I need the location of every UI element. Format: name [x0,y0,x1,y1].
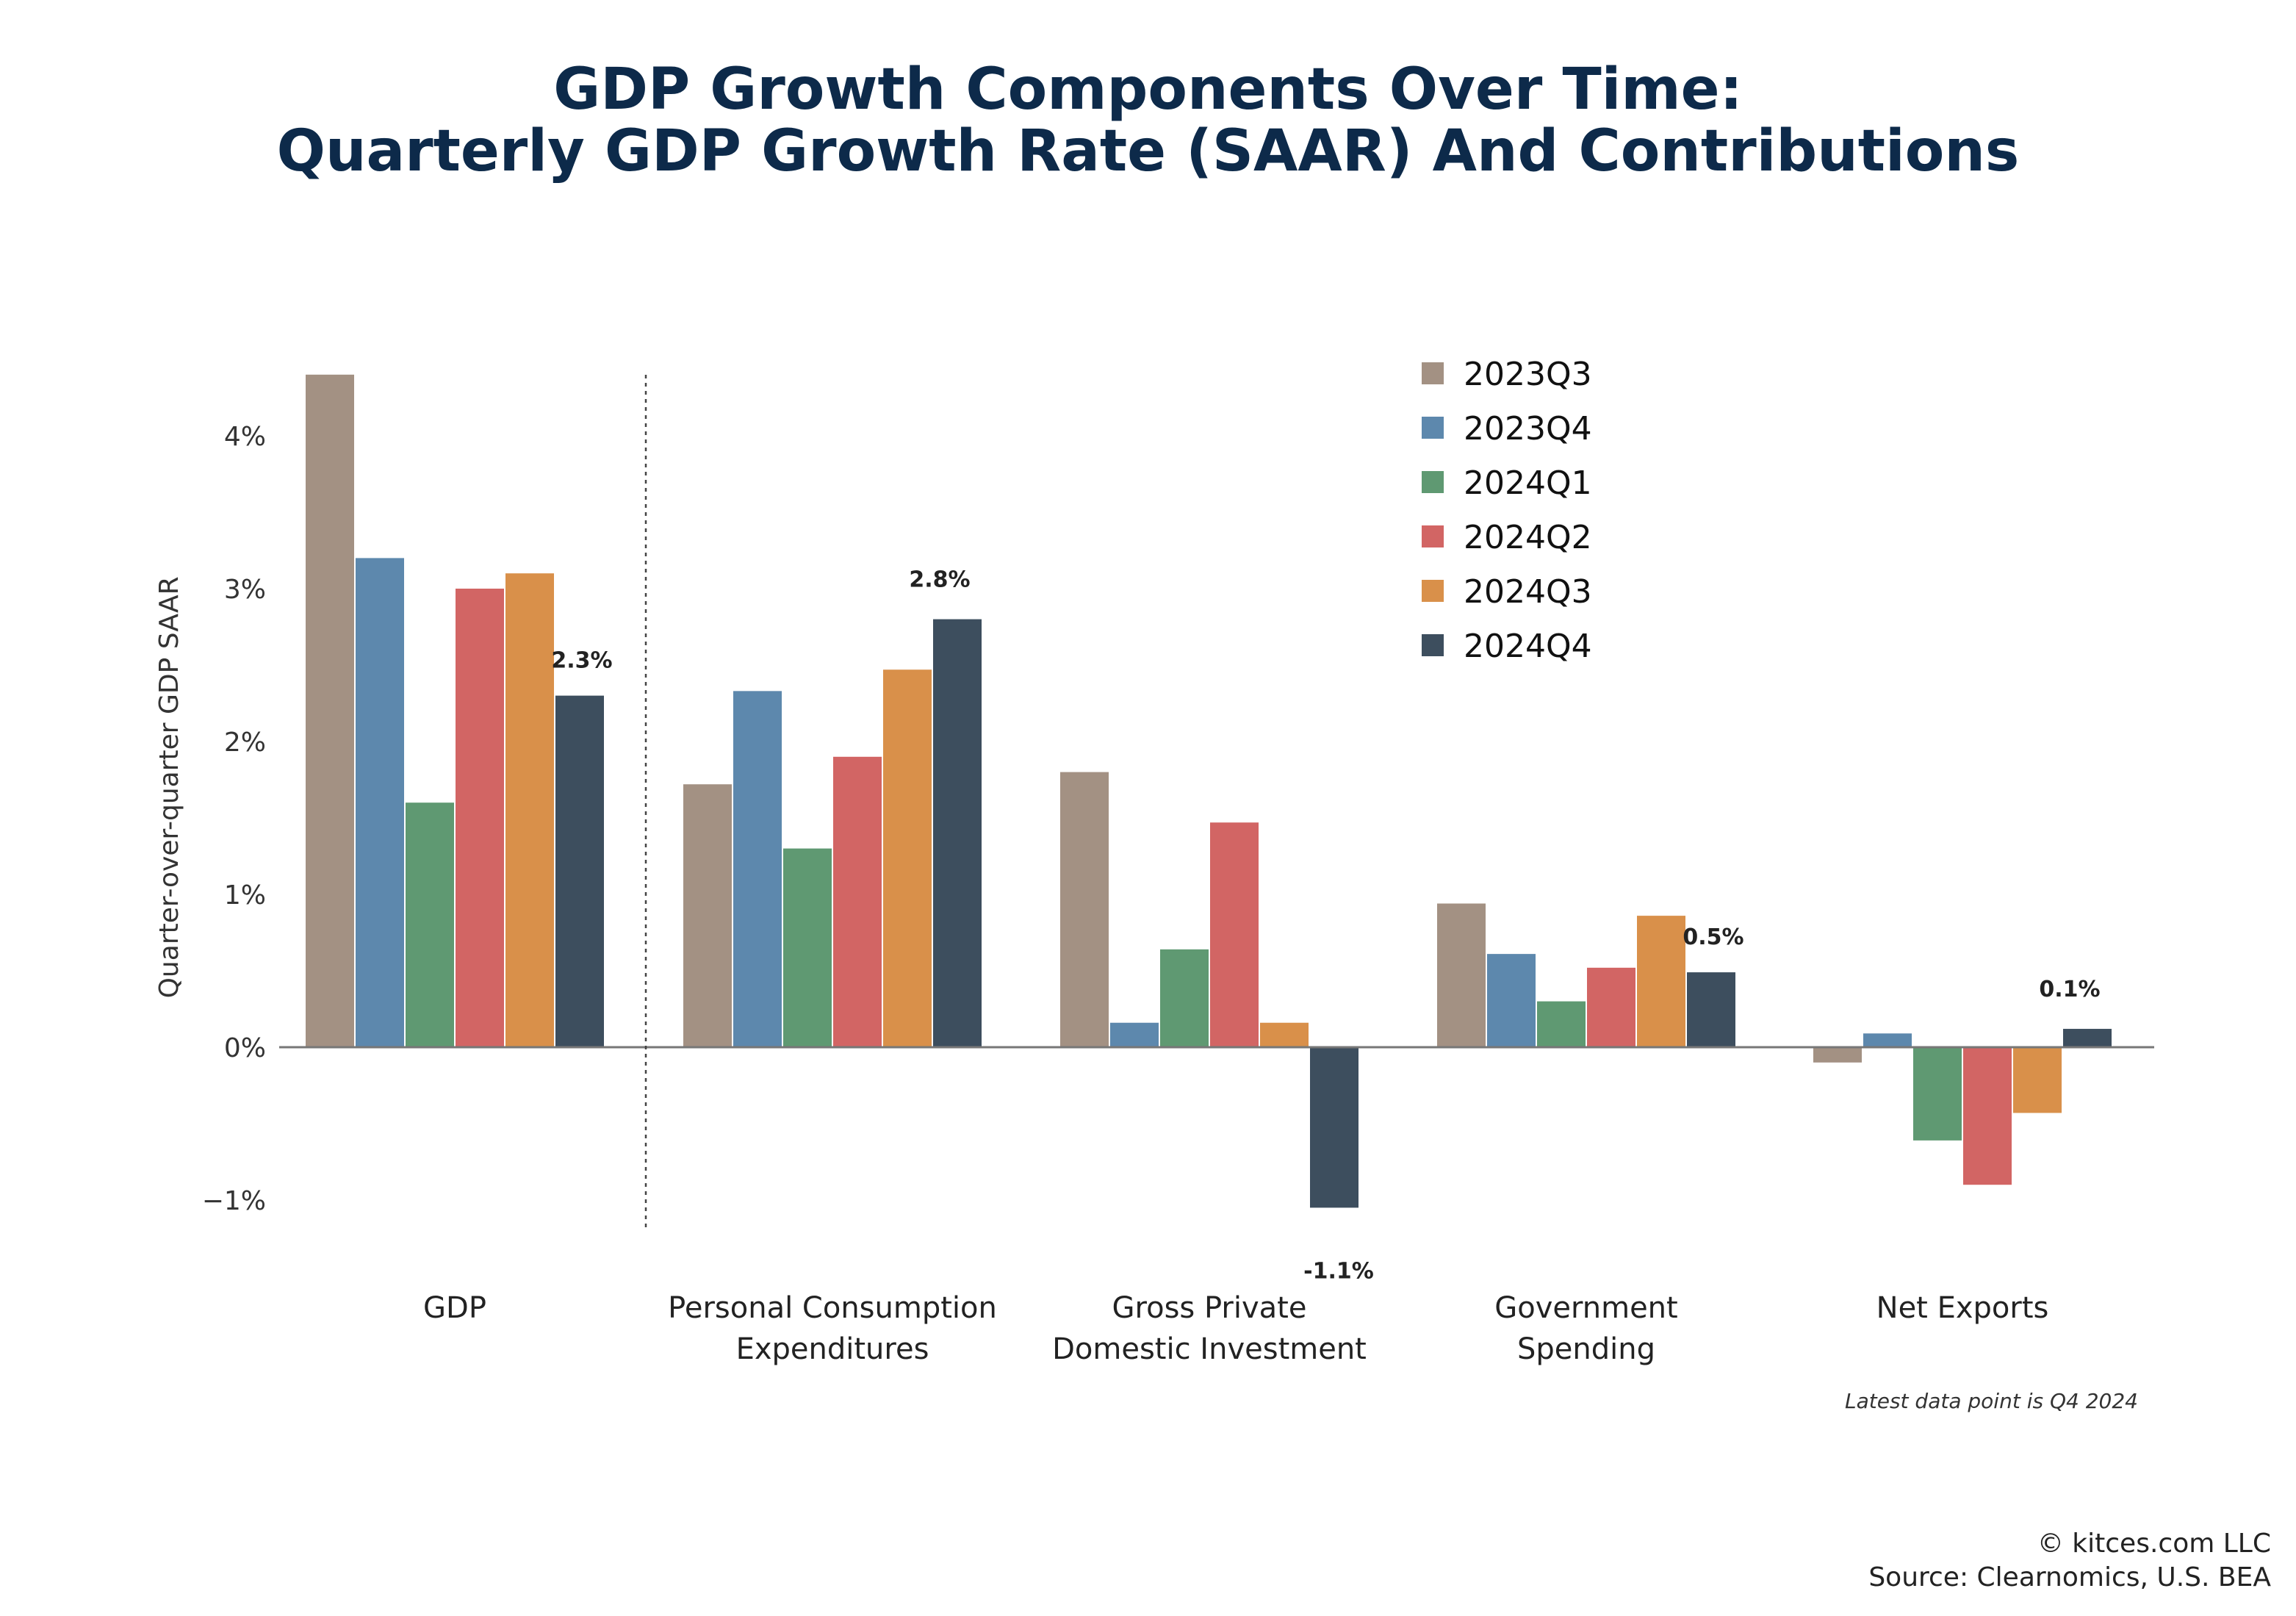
bar-2024Q1-cat1 [783,848,832,1047]
legend-swatch-2024Q2 [1422,525,1444,547]
bar-2024Q4-cat4 [2063,1029,2112,1047]
legend-swatch-2024Q4 [1422,634,1444,656]
chart-title-line2: Quarterly GDP Growth Rate (SAAR) And Con… [276,118,2020,184]
category-label-3-line0: Government [1494,1291,1677,1325]
bar-2024Q4-cat3 [1687,972,1735,1047]
y-tick-label-4: 0% [224,1033,266,1063]
bar-2024Q1-cat3 [1537,1001,1586,1047]
legend-label-2024Q3: 2024Q3 [1464,573,1592,611]
y-tick-label-3: 1% [224,880,266,911]
bar-2023Q4-cat4 [1863,1033,1912,1047]
legend-swatch-2023Q4 [1422,417,1444,439]
bar-2023Q3-cat1 [683,784,732,1047]
chart-title: GDP Growth Components Over Time: Quarter… [0,59,2296,182]
bar-2024Q2-cat1 [833,756,882,1047]
bar-2024Q2-cat0 [456,589,504,1047]
data-label-0: 2.3% [551,648,612,674]
legend-label-2024Q2: 2024Q2 [1464,519,1592,556]
bar-2024Q4-cat2 [1310,1047,1358,1208]
footer-copyright: © kitces.com LLC [2037,1529,2271,1559]
legend-swatch-2023Q3 [1422,362,1444,384]
bar-2024Q2-cat4 [1963,1047,2012,1185]
y-tick-label-5: −1% [202,1186,266,1216]
category-label-2-line1: Domestic Investment [1052,1332,1367,1366]
bar-2023Q4-cat1 [733,691,782,1047]
chart-note: Latest data point is Q4 2024 [1845,1389,2138,1413]
category-label-1-line1: Expenditures [736,1332,929,1366]
chart-title-line1: GDP Growth Components Over Time: [553,57,1743,123]
bar-2023Q4-cat0 [356,558,404,1047]
footer-source: Source: Clearnomics, U.S. BEA [1868,1562,2271,1592]
bar-2023Q4-cat3 [1487,954,1536,1047]
bar-2023Q3-cat0 [306,374,354,1047]
bar-2023Q3-cat2 [1060,772,1109,1047]
bar-2024Q4-cat0 [555,695,604,1047]
category-label-1-line0: Personal Consumption [668,1291,997,1325]
data-label-4: 0.1% [2039,977,2100,1002]
bar-2024Q4-cat1 [933,619,982,1047]
bar-2023Q3-cat4 [1813,1047,1862,1063]
bar-2024Q3-cat0 [505,573,554,1047]
category-label-2-line0: Gross Private [1112,1291,1307,1325]
bar-2024Q1-cat0 [406,802,454,1047]
footer: © kitces.com LLC Source: Clearnomics, U.… [1868,1527,2271,1595]
bar-2024Q3-cat2 [1260,1022,1309,1047]
bar-2023Q4-cat2 [1110,1022,1159,1047]
y-tick-label-2: 2% [224,728,266,758]
bar-2024Q3-cat4 [2013,1047,2062,1113]
bar-2024Q3-cat3 [1637,916,1685,1047]
legend-label-2024Q4: 2024Q4 [1464,628,1592,665]
bar-2024Q1-cat4 [1913,1047,1962,1141]
category-label-0-line0: GDP [423,1291,486,1325]
legend-swatch-2024Q1 [1422,471,1444,493]
data-label-2: -1.1% [1303,1258,1374,1284]
y-tick-label-1: 3% [224,575,266,605]
y-axis-label: Quarter-over-quarter GDP SAAR [154,576,184,998]
y-tick-label-0: 4% [224,422,266,452]
data-label-1: 2.8% [909,567,970,593]
bar-2024Q2-cat2 [1210,822,1259,1047]
legend-swatch-2024Q3 [1422,580,1444,602]
bar-2024Q3-cat1 [883,669,932,1047]
bar-2024Q2-cat3 [1587,967,1635,1047]
bar-2023Q3-cat3 [1437,903,1486,1047]
legend-label-2023Q3: 2023Q3 [1464,356,1592,393]
category-label-3-line1: Spending [1517,1332,1655,1366]
legend-label-2024Q1: 2024Q1 [1464,464,1592,502]
legend-label-2023Q4: 2023Q4 [1464,410,1592,448]
category-label-4-line0: Net Exports [1876,1291,2049,1325]
data-label-3: 0.5% [1683,924,1743,950]
bar-2024Q1-cat2 [1160,949,1209,1047]
